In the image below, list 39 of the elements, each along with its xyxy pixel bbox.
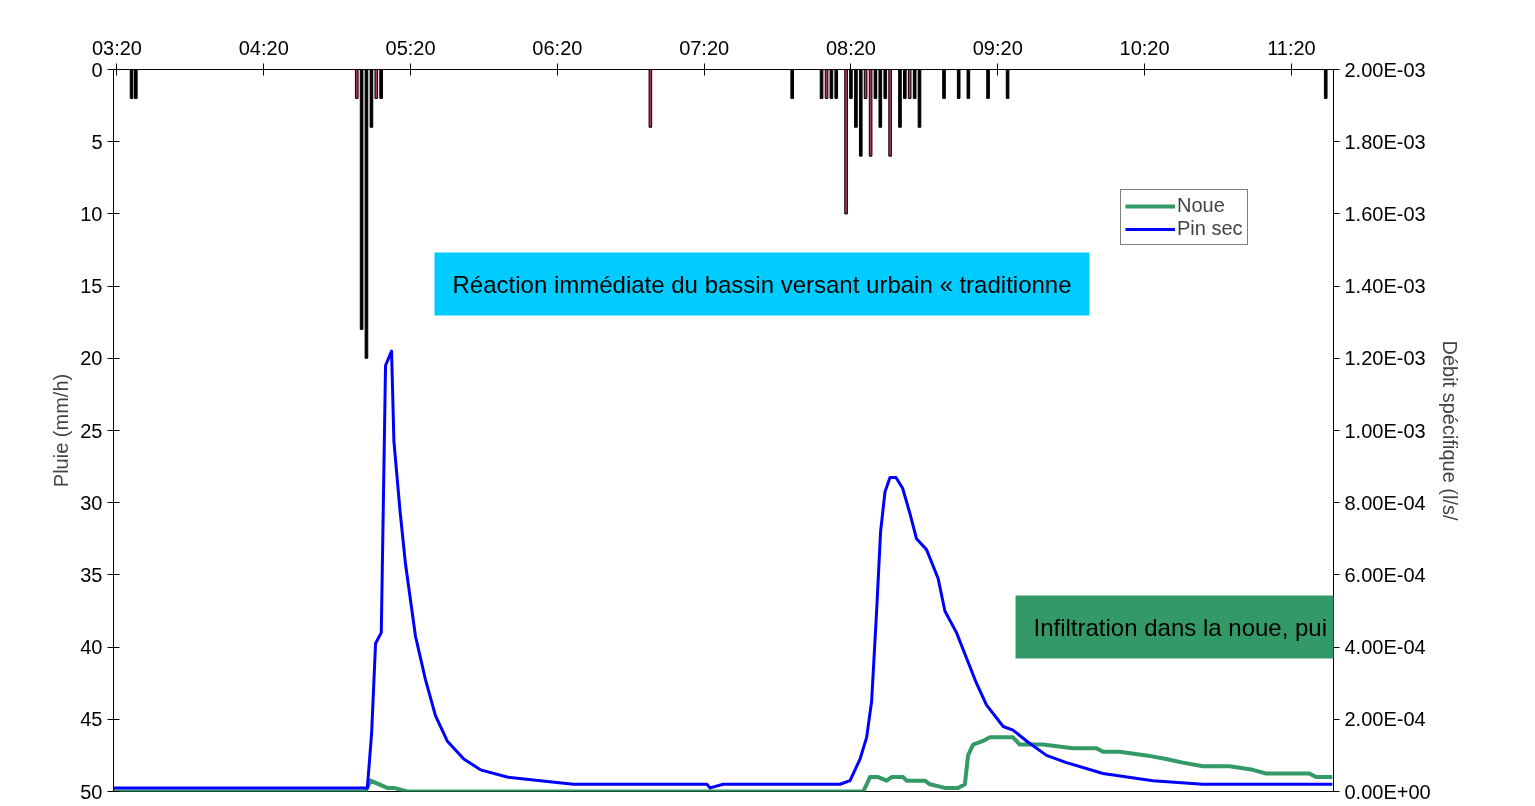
x-tick-label: 04:20	[238, 36, 289, 59]
annotation: Infiltration dans la noue, pui	[1033, 613, 1328, 641]
y-tick-label: 30	[80, 491, 103, 514]
x-tick-label: 08:20	[825, 36, 877, 59]
x-tick-label: 10:20	[1119, 36, 1170, 59]
y2-tick-label: 6.00E-04	[1344, 563, 1426, 586]
x-tick-label: 07:20	[679, 36, 730, 59]
x-tick-label: 09:20	[972, 36, 1023, 59]
y-tick-label: 15	[80, 275, 103, 298]
line-series	[113, 735, 1334, 792]
y2-tick-label: 1.60E-03	[1344, 202, 1426, 225]
y2-tick-label: 2.00E-04	[1344, 708, 1426, 731]
x-tick-label: 03:20	[91, 36, 142, 59]
y-tick-label: 25	[80, 419, 103, 442]
y2-tick-label: 0.00E+00	[1344, 780, 1431, 803]
annotation: Réaction immédiate du bassin versant urbain « traditionne	[452, 270, 1072, 298]
y2-tick-label: 4.00E-04	[1344, 636, 1426, 659]
x-tick-label: 11:20	[1267, 36, 1316, 59]
y-tick-label: 5	[91, 130, 103, 153]
y2-tick-label: 8.00E-04	[1344, 491, 1426, 514]
y-tick-label: 50	[80, 780, 103, 803]
y2-tick-label: 1.20E-03	[1344, 347, 1426, 370]
y2-axis-title: Débit spécifique (l/s/	[1438, 340, 1461, 521]
y-tick-label: 40	[80, 636, 103, 659]
legend-label: Pin sec	[1177, 217, 1243, 240]
y2-tick-label: 2.00E-03	[1344, 58, 1426, 81]
legend-label: Noue	[1177, 194, 1225, 217]
y-tick-label: 45	[80, 708, 103, 731]
x-tick-label: 05:20	[385, 36, 436, 59]
y2-tick-label: 1.80E-03	[1344, 130, 1426, 153]
y-tick-label: 35	[80, 563, 103, 586]
x-tick-label: 06:20	[532, 36, 583, 59]
y2-tick-label: 1.00E-03	[1344, 419, 1426, 442]
y-axis-title: Pluie (mm/h)	[50, 373, 73, 488]
y2-tick-label: 1.40E-03	[1344, 275, 1426, 298]
y-tick-label: 10	[80, 202, 103, 225]
y-tick-label: 0	[91, 58, 103, 81]
line-series	[113, 349, 1334, 790]
y-tick-label: 20	[80, 347, 103, 370]
